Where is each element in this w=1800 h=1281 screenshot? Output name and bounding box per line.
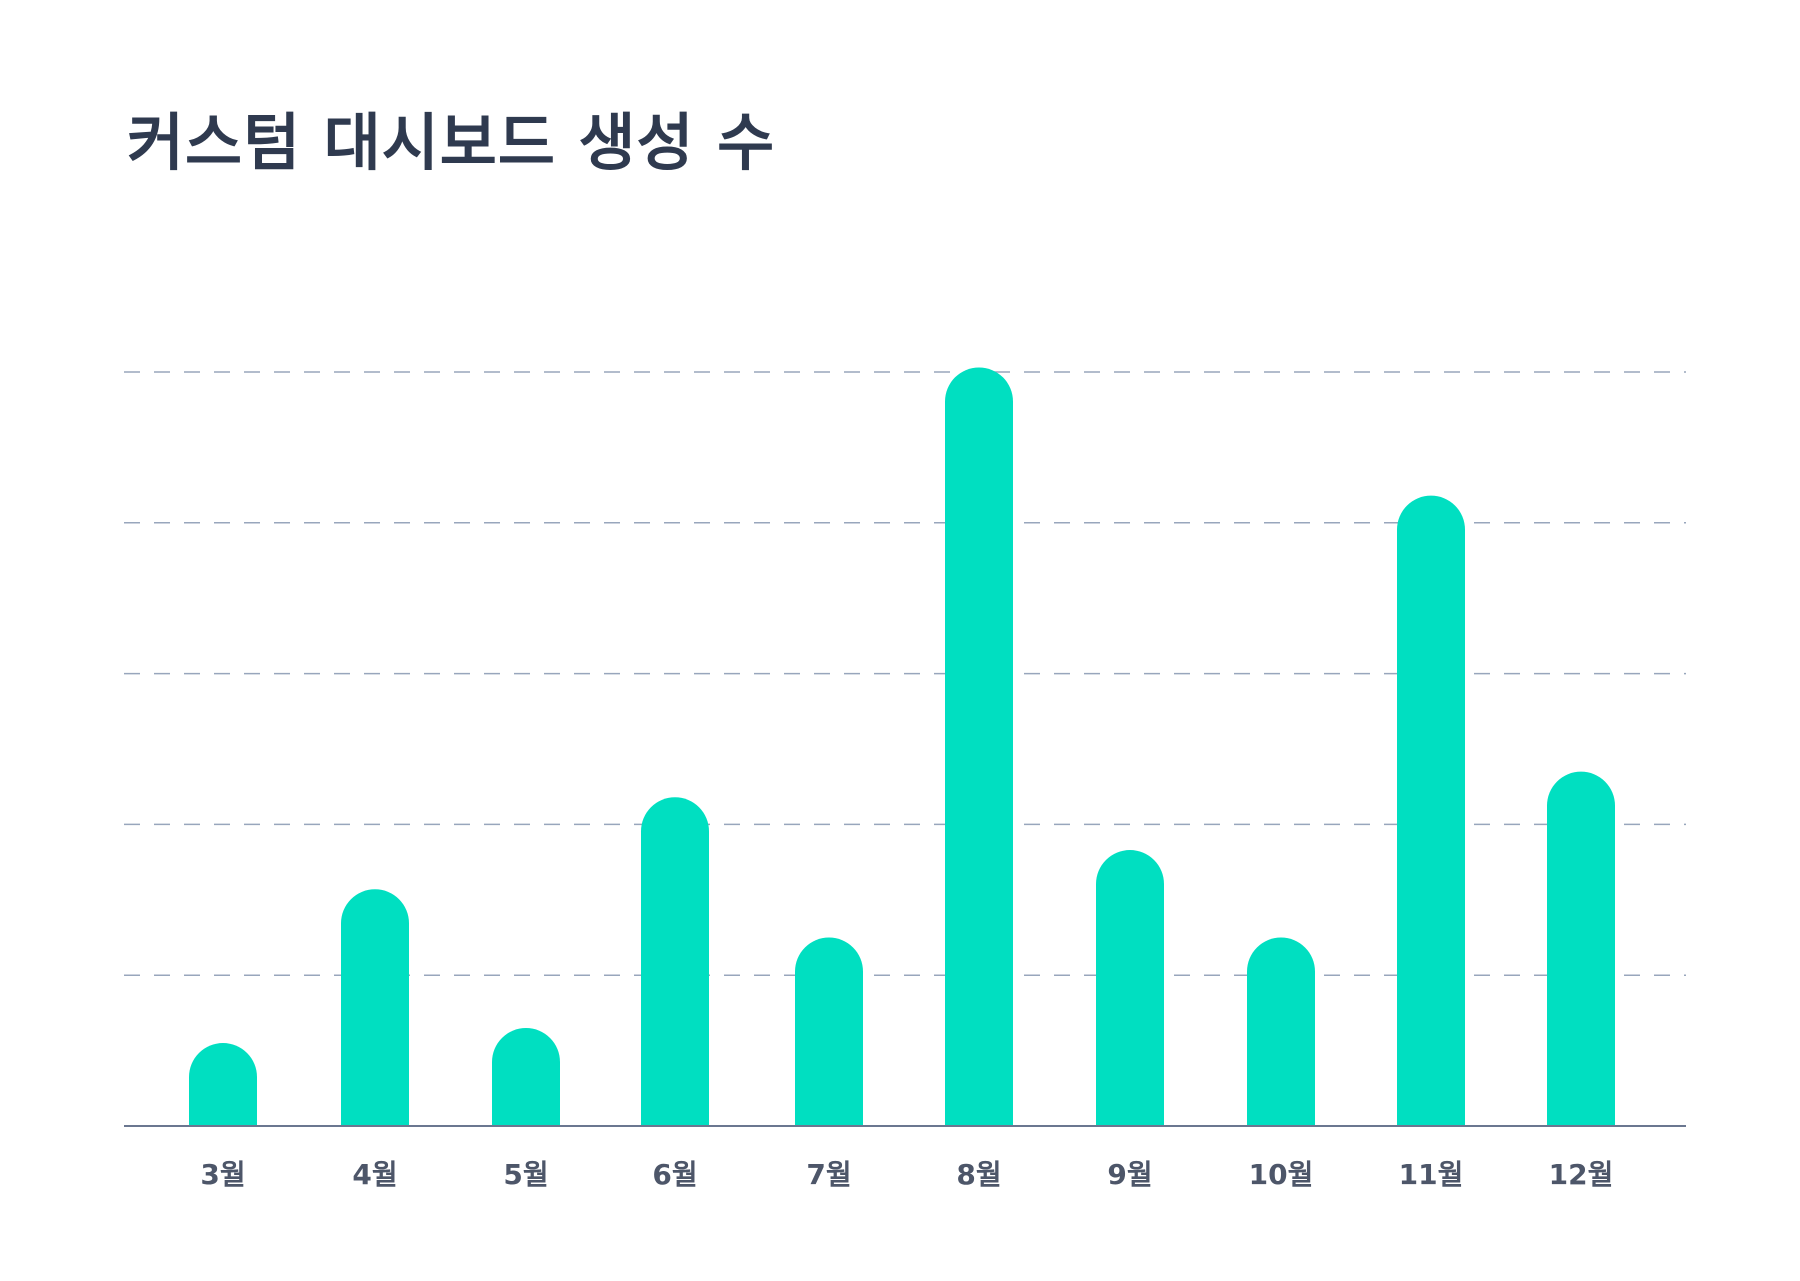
bar-3월 bbox=[189, 1043, 257, 1126]
x-tick-label: 4월 bbox=[352, 1158, 397, 1191]
x-tick-labels: 3월 4월 5월 6월 7월 8월 9월 10월 11월 12월 bbox=[200, 1158, 1613, 1191]
bar-6월 bbox=[641, 797, 709, 1126]
x-tick-label: 11월 bbox=[1399, 1158, 1464, 1191]
bar-5월 bbox=[492, 1027, 560, 1126]
bars bbox=[189, 367, 1615, 1127]
bar-12월 bbox=[1547, 771, 1615, 1126]
bar-9월 bbox=[1096, 850, 1164, 1126]
bar-7월 bbox=[795, 937, 863, 1126]
bar-4월 bbox=[341, 889, 409, 1126]
x-tick-label: 9월 bbox=[1107, 1158, 1152, 1191]
x-tick-label: 6월 bbox=[652, 1158, 697, 1191]
bar-8월 bbox=[945, 367, 1013, 1126]
x-tick-label: 5월 bbox=[503, 1158, 548, 1191]
x-tick-label: 7월 bbox=[806, 1158, 851, 1191]
x-tick-label: 10월 bbox=[1249, 1158, 1314, 1191]
chart-title: 커스텀 대시보드 생성 수 bbox=[127, 106, 776, 179]
x-tick-label: 3월 bbox=[200, 1158, 245, 1191]
bar-10월 bbox=[1247, 937, 1315, 1126]
x-tick-label: 12월 bbox=[1549, 1158, 1614, 1191]
bar-11월 bbox=[1397, 495, 1465, 1127]
x-tick-label: 8월 bbox=[956, 1158, 1001, 1191]
